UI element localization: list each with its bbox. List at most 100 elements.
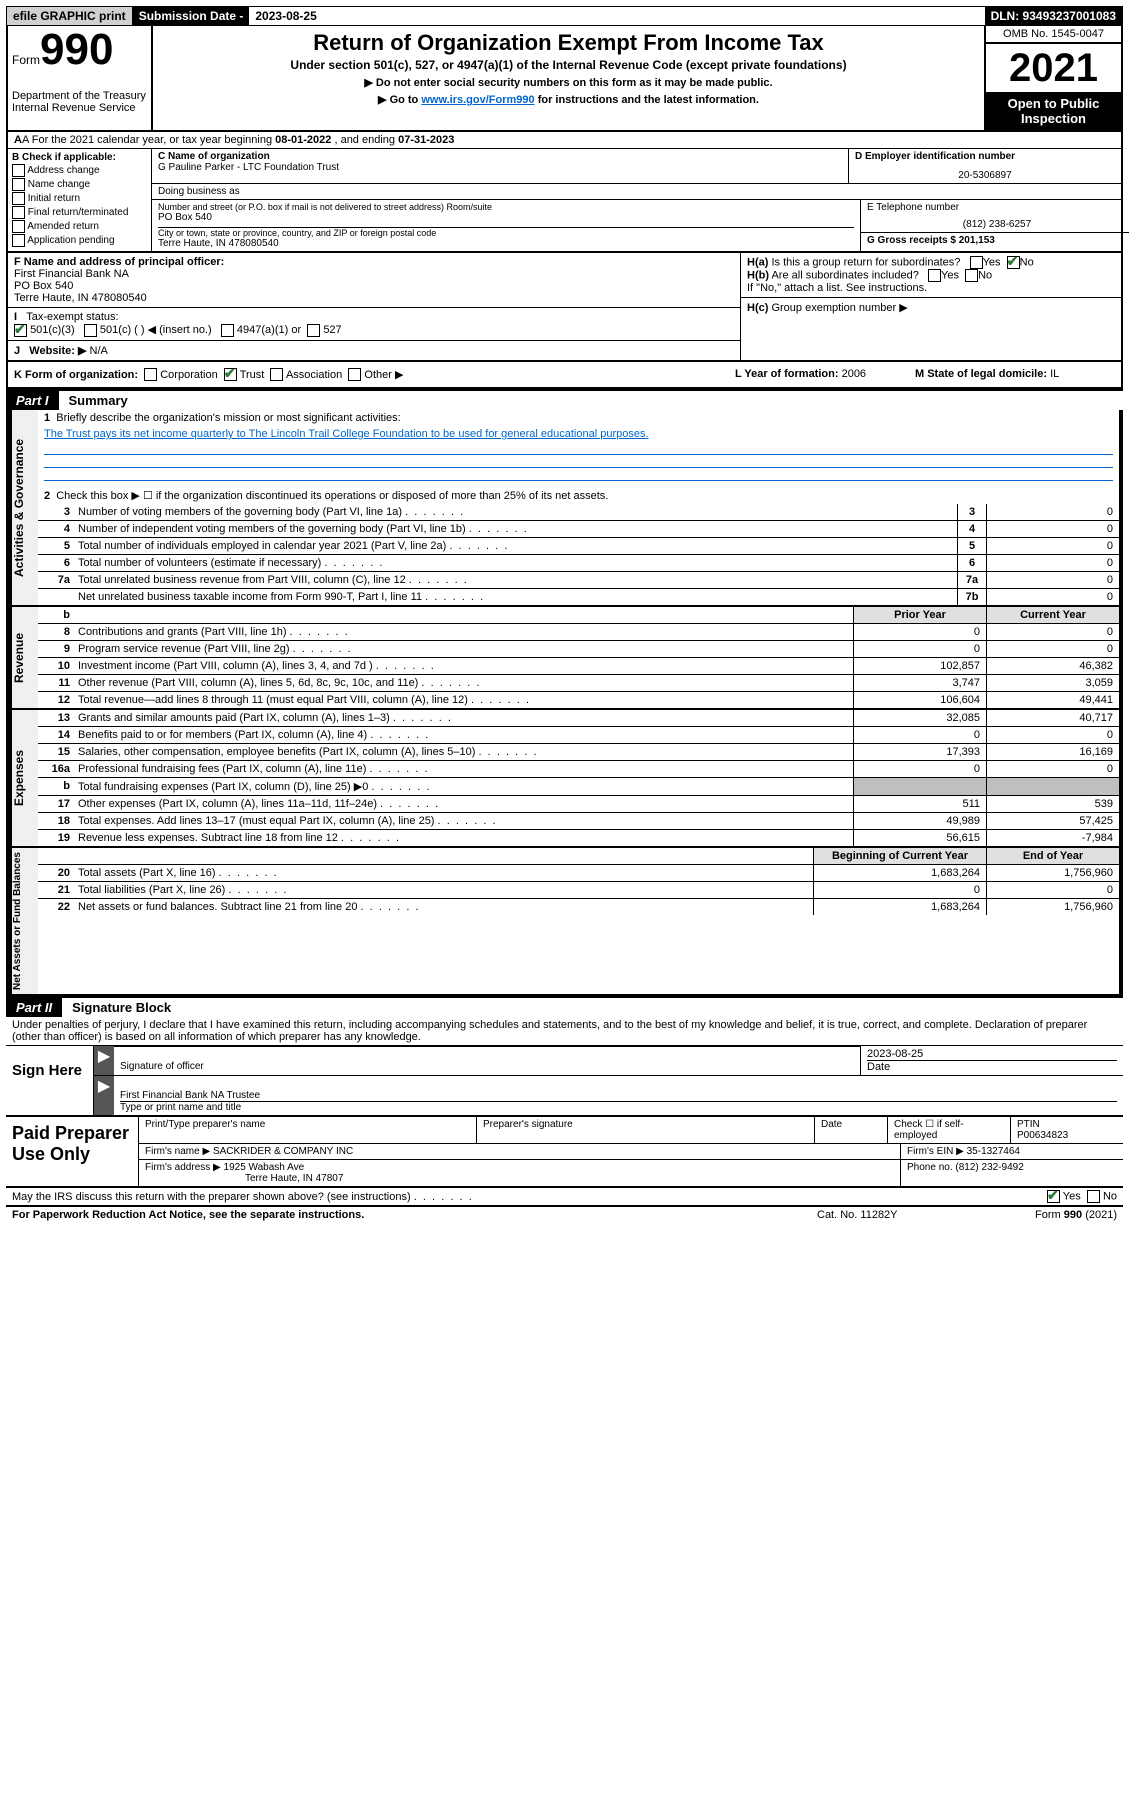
summary-row: 7a Total unrelated business revenue from…	[38, 572, 1119, 589]
firm-ein-label: Firm's EIN ▶	[907, 1146, 964, 1157]
row-num: 17	[38, 796, 74, 812]
arrow-icon: ▶	[94, 1046, 114, 1075]
ein-value: 20-5306897	[855, 170, 1115, 181]
summary-row: 11 Other revenue (Part VIII, column (A),…	[38, 675, 1119, 692]
officer-addr: PO Box 540	[14, 280, 73, 292]
check-initial-return[interactable]	[12, 192, 25, 205]
check-527[interactable]	[307, 324, 320, 337]
row-prior	[853, 778, 986, 795]
row-prior: 1,683,264	[813, 899, 986, 915]
goto-prefix: ▶ Go to	[378, 94, 421, 106]
check-501c3[interactable]	[14, 324, 27, 337]
row-prior: 102,857	[853, 658, 986, 674]
label-yes-3: Yes	[1063, 1191, 1081, 1203]
label-final-return: Final return/terminated	[28, 207, 129, 218]
form-number: 990	[40, 28, 113, 72]
check-other[interactable]	[348, 368, 361, 381]
check-corp[interactable]	[144, 368, 157, 381]
check-final-return[interactable]	[12, 206, 25, 219]
hc-label: Group exemption number ▶	[771, 302, 907, 314]
sig-date-value: 2023-08-25	[867, 1048, 1117, 1060]
row-desc: Total liabilities (Part X, line 26)	[74, 882, 813, 898]
row-num: 15	[38, 744, 74, 760]
check-assoc[interactable]	[270, 368, 283, 381]
check-address-change[interactable]	[12, 164, 25, 177]
row-desc: Number of independent voting members of …	[74, 521, 957, 537]
check-hb-no[interactable]	[965, 269, 978, 282]
row-desc: Total unrelated business revenue from Pa…	[74, 572, 957, 588]
prep-name-header: Print/Type preparer's name	[139, 1117, 477, 1143]
summary-row: 19 Revenue less expenses. Subtract line …	[38, 830, 1119, 846]
check-discuss-no[interactable]	[1087, 1190, 1100, 1203]
label-527: 527	[323, 324, 341, 336]
cat-number: Cat. No. 11282Y	[817, 1209, 967, 1221]
form-subtitle-2: ▶ Do not enter social security numbers o…	[159, 76, 978, 89]
summary-row: 9 Program service revenue (Part VIII, li…	[38, 641, 1119, 658]
check-hb-yes[interactable]	[928, 269, 941, 282]
row-desc: Benefits paid to or for members (Part IX…	[74, 727, 853, 743]
form-header: Form 990 Department of the Treasury Inte…	[6, 26, 1123, 132]
signature-officer-field[interactable]: Signature of officer	[114, 1046, 861, 1075]
row-num: 10	[38, 658, 74, 674]
check-app-pending[interactable]	[12, 234, 25, 247]
row-num: 4	[38, 521, 74, 537]
check-trust[interactable]	[224, 368, 237, 381]
label-trust: Trust	[240, 369, 265, 381]
firm-addr-label: Firm's address ▶	[145, 1162, 221, 1173]
row-desc: Total revenue—add lines 8 through 11 (mu…	[74, 692, 853, 708]
form-ref: Form 990 (2021)	[967, 1209, 1117, 1221]
row-num: 21	[38, 882, 74, 898]
row-num: 20	[38, 865, 74, 881]
irs-link[interactable]: www.irs.gov/Form990	[421, 94, 534, 106]
sign-here-label: Sign Here	[6, 1046, 94, 1115]
summary-row: 13 Grants and similar amounts paid (Part…	[38, 710, 1119, 727]
row-desc: Salaries, other compensation, employee b…	[74, 744, 853, 760]
row-prior: 511	[853, 796, 986, 812]
ptin-value: P00634823	[1017, 1130, 1117, 1141]
row-current: 539	[986, 796, 1119, 812]
box-b-header: B Check if applicable:	[12, 152, 116, 163]
check-name-change[interactable]	[12, 178, 25, 191]
row-num: 9	[38, 641, 74, 657]
identification-block: AA For the 2021 calendar year, or tax ye…	[6, 132, 1123, 391]
check-501c[interactable]	[84, 324, 97, 337]
row-num: 19	[38, 830, 74, 846]
row-desc: Professional fundraising fees (Part IX, …	[74, 761, 853, 777]
row-box: 3	[957, 504, 986, 520]
officer-name: First Financial Bank NA	[14, 268, 129, 280]
city-label: City or town, state or province, country…	[158, 227, 854, 238]
row-num: 12	[38, 692, 74, 708]
row-current: 1,756,960	[986, 865, 1119, 881]
department-label: Department of the Treasury Internal Reve…	[12, 90, 147, 114]
label-address-change: Address change	[27, 165, 99, 176]
row-box: 5	[957, 538, 986, 554]
row-current: 3,059	[986, 675, 1119, 691]
row-value: 0	[986, 521, 1119, 537]
check-discuss-yes[interactable]	[1047, 1190, 1060, 1203]
h-note: If "No," attach a list. See instructions…	[747, 282, 927, 294]
row-num: 18	[38, 813, 74, 829]
part-ii-title: Signature Block	[62, 998, 1123, 1017]
prep-date-header: Date	[815, 1117, 888, 1143]
row-num: 11	[38, 675, 74, 691]
check-4947[interactable]	[221, 324, 234, 337]
paperwork-notice: For Paperwork Reduction Act Notice, see …	[12, 1209, 817, 1221]
row-prior: 3,747	[853, 675, 986, 691]
row-value: 0	[986, 555, 1119, 571]
label-amended: Amended return	[27, 221, 99, 232]
row-desc: Grants and similar amounts paid (Part IX…	[74, 710, 853, 726]
ha-label: Is this a group return for subordinates?	[771, 256, 960, 268]
label-no-3: No	[1103, 1191, 1117, 1203]
row-value: 0	[986, 572, 1119, 588]
officer-city: Terre Haute, IN 478080540	[14, 292, 147, 304]
row-current: 0	[986, 882, 1119, 898]
check-amended[interactable]	[12, 220, 25, 233]
goto-suffix: for instructions and the latest informat…	[535, 94, 759, 106]
efile-print-button[interactable]: efile GRAPHIC print	[7, 7, 133, 25]
summary-row: 22 Net assets or fund balances. Subtract…	[38, 899, 1119, 915]
check-ha-yes[interactable]	[970, 256, 983, 269]
page-footer: For Paperwork Reduction Act Notice, see …	[6, 1207, 1123, 1223]
form-subtitle-3: ▶ Go to www.irs.gov/Form990 for instruct…	[159, 93, 978, 106]
signature-block: Sign Here ▶ Signature of officer 2023-08…	[6, 1046, 1123, 1117]
check-ha-no[interactable]	[1007, 256, 1020, 269]
